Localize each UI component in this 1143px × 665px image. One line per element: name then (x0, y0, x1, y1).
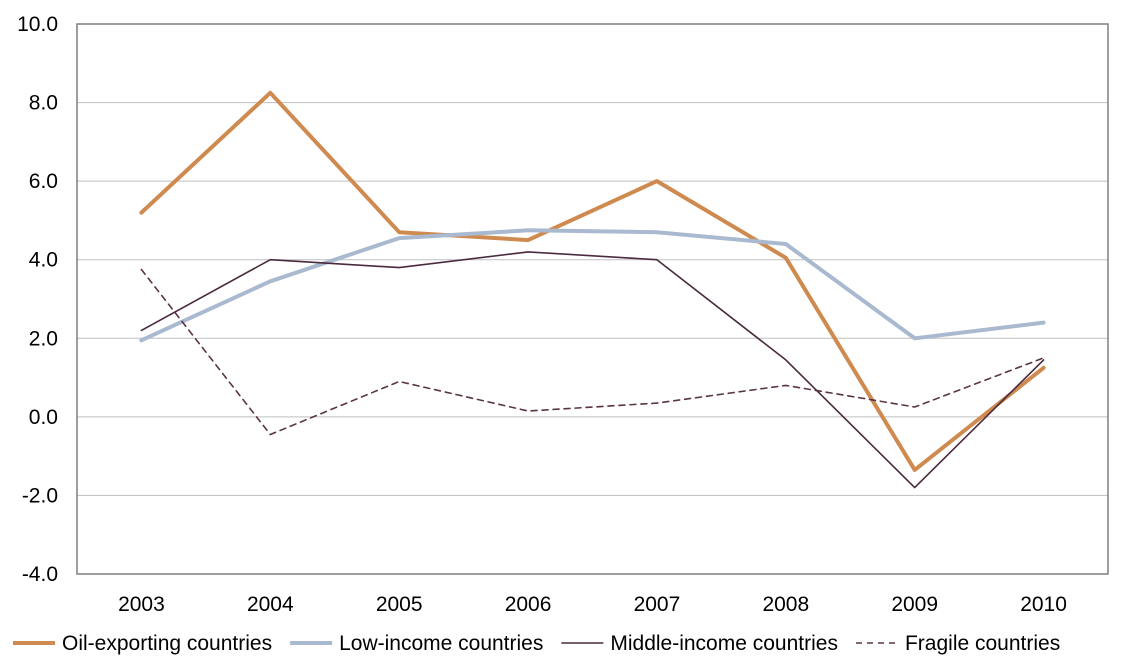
legend-item: Low-income countries (290, 632, 543, 655)
legend-label: Low-income countries (339, 632, 543, 655)
series-line-low-income-countries (139, 228, 1046, 343)
series-line-fragile-countries (140, 268, 1045, 436)
x-tick-label: 2008 (762, 593, 809, 616)
y-axis-ticks: 10.0 8.0 6.0 4.0 2.0 0.0 -2.0 -4.0 (17, 13, 58, 586)
x-tick-label: 2003 (118, 593, 165, 616)
y-tick-label: 2.0 (29, 327, 58, 350)
x-tick-label: 2005 (376, 593, 423, 616)
series-line-middle-income-countries (140, 251, 1045, 489)
legend: Oil-exporting countries Low-income countr… (13, 632, 1060, 655)
legend-item: Fragile countries (855, 632, 1060, 655)
y-tick-label: 10.0 (17, 13, 58, 36)
plot-area-frame (76, 23, 1109, 575)
gridlines (77, 23, 1108, 575)
x-tick-label: 2010 (1020, 593, 1067, 616)
legend-item: Oil-exporting countries (13, 632, 272, 655)
y-tick-label: 0.0 (29, 406, 58, 429)
y-tick-label: 4.0 (29, 249, 58, 272)
x-tick-label: 2004 (247, 593, 294, 616)
x-tick-label: 2006 (505, 593, 552, 616)
legend-label: Middle-income countries (610, 632, 838, 655)
series-line-oil-exporting-countries (139, 90, 1046, 472)
y-tick-label: -4.0 (22, 563, 58, 586)
series-lines (139, 90, 1046, 489)
y-tick-label: 8.0 (29, 92, 58, 115)
legend-item: Middle-income countries (561, 632, 838, 655)
x-tick-label: 2007 (634, 593, 681, 616)
x-tick-label: 2009 (891, 593, 938, 616)
y-tick-label: -2.0 (22, 484, 58, 507)
y-tick-label: 6.0 (29, 170, 58, 193)
x-axis-ticks: 2003 2004 2005 2006 2007 2008 2009 2010 (118, 593, 1067, 616)
legend-label: Fragile countries (905, 632, 1060, 655)
legend-label: Oil-exporting countries (62, 632, 272, 655)
